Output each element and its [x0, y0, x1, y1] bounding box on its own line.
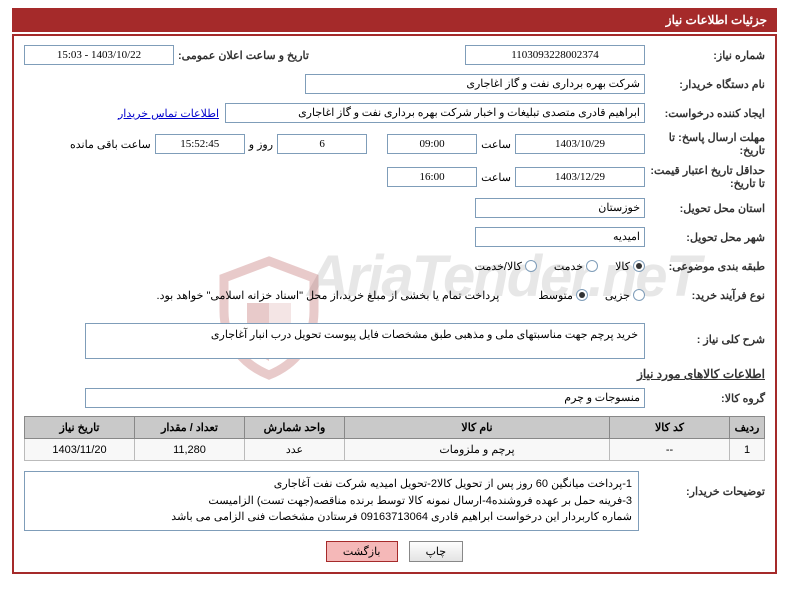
field-validity-date: 1403/12/29 — [515, 167, 645, 187]
radio-option[interactable]: کالا/خدمت — [475, 260, 537, 273]
radio-icon — [633, 260, 645, 272]
table-header: تعداد / مقدار — [135, 417, 245, 439]
radio-icon — [576, 289, 588, 301]
label-need-desc: شرح کلی نیاز : — [645, 323, 765, 346]
label-category: طبقه بندی موضوعی: — [645, 260, 765, 273]
radio-label: کالا — [615, 260, 630, 273]
section-title-goods: اطلاعات کالاهای مورد نیاز — [24, 367, 765, 381]
print-button[interactable]: چاپ — [409, 541, 464, 562]
field-goods-group: منسوجات و چرم — [85, 388, 645, 408]
label-requester: ایجاد کننده درخواست: — [645, 107, 765, 120]
label-announce-dt: تاریخ و ساعت اعلان عمومی: — [174, 49, 309, 62]
table-header: کد کالا — [610, 417, 730, 439]
label-validity: حداقل تاریخ اعتبار قیمت: تا تاریخ: — [645, 164, 765, 190]
field-province: خوزستان — [475, 198, 645, 218]
process-note: پرداخت تمام یا بخشی از مبلغ خرید،از محل … — [157, 289, 500, 302]
field-buyer-notes: 1-پرداخت میانگین 60 روز پس از تحویل کالا… — [24, 471, 639, 531]
buyer-note-line: 3-فرینه حمل بر عهده فروشنده4-ارسال نمونه… — [31, 493, 632, 510]
radio-label: خدمت — [554, 260, 583, 273]
back-button[interactable]: بازگشت — [326, 541, 398, 562]
field-deadline-time: 09:00 — [387, 134, 477, 154]
label-time2: ساعت — [481, 171, 511, 184]
radio-option[interactable]: خدمت — [554, 260, 598, 273]
table-cell: عدد — [245, 439, 345, 461]
buyer-note-line: شماره کاربردار این درخواست ابراهیم قادری… — [31, 509, 632, 526]
table-row: 1--پرچم و ملزوماتعدد11,2801403/11/20 — [25, 439, 765, 461]
panel-header: جزئیات اطلاعات نیاز — [12, 8, 777, 32]
label-days-and: روز و — [249, 138, 273, 151]
table-header: واحد شمارش — [245, 417, 345, 439]
radio-label: کالا/خدمت — [475, 260, 522, 273]
label-need-no: شماره نیاز: — [645, 49, 765, 62]
process-radio-group: جزیی متوسط — [523, 289, 645, 302]
label-province: استان محل تحویل: — [645, 202, 765, 215]
label-time1: ساعت — [481, 138, 511, 151]
field-validity-time: 16:00 — [387, 167, 477, 187]
table-header: ردیف — [730, 417, 765, 439]
radio-option[interactable]: جزیی — [605, 289, 645, 302]
goods-table: ردیفکد کالانام کالاواحد شمارشتعداد / مقد… — [24, 416, 765, 461]
label-deadline: مهلت ارسال پاسخ: تا تاریخ: — [645, 131, 765, 157]
table-cell: 1403/11/20 — [25, 439, 135, 461]
label-buyer-notes: توضیحات خریدار: — [645, 471, 765, 498]
main-panel: شماره نیاز: 1103093228002374 تاریخ و ساع… — [12, 34, 777, 574]
radio-label: جزیی — [605, 289, 630, 302]
buyer-contact-link[interactable]: اطلاعات تماس خریدار — [118, 107, 219, 120]
table-cell: پرچم و ملزومات — [345, 439, 610, 461]
field-requester: ابراهیم قادری متصدی تبلیغات و اخبار شرکت… — [225, 103, 645, 123]
table-header: نام کالا — [345, 417, 610, 439]
table-cell: -- — [610, 439, 730, 461]
buyer-note-line: 1-پرداخت میانگین 60 روز پس از تحویل کالا… — [31, 476, 632, 493]
label-city: شهر محل تحویل: — [645, 231, 765, 244]
label-remaining: ساعت باقی مانده — [70, 138, 151, 151]
field-deadline-date: 1403/10/29 — [515, 134, 645, 154]
radio-icon — [633, 289, 645, 301]
radio-icon — [586, 260, 598, 272]
field-org: شرکت بهره برداری نفت و گاز اغاجاری — [305, 74, 645, 94]
field-time-left: 15:52:45 — [155, 134, 245, 154]
field-announce-dt: 1403/10/22 - 15:03 — [24, 45, 174, 65]
label-org: نام دستگاه خریدار: — [645, 78, 765, 91]
field-need-no: 1103093228002374 — [465, 45, 645, 65]
radio-icon — [525, 260, 537, 272]
radio-label: متوسط — [538, 289, 573, 302]
table-cell: 11,280 — [135, 439, 245, 461]
label-goods-group: گروه کالا: — [645, 392, 765, 405]
table-header: تاریخ نیاز — [25, 417, 135, 439]
category-radio-group: کالا خدمت کالا/خدمت — [460, 260, 645, 273]
field-need-desc: خرید پرچم جهت مناسبتهای ملی و مذهبی طبق … — [85, 323, 645, 359]
radio-option[interactable]: متوسط — [538, 289, 588, 302]
label-process: نوع فرآیند خرید: — [645, 289, 765, 302]
field-days-left: 6 — [277, 134, 367, 154]
field-city: امیدیه — [475, 227, 645, 247]
radio-option[interactable]: کالا — [615, 260, 645, 273]
table-cell: 1 — [730, 439, 765, 461]
